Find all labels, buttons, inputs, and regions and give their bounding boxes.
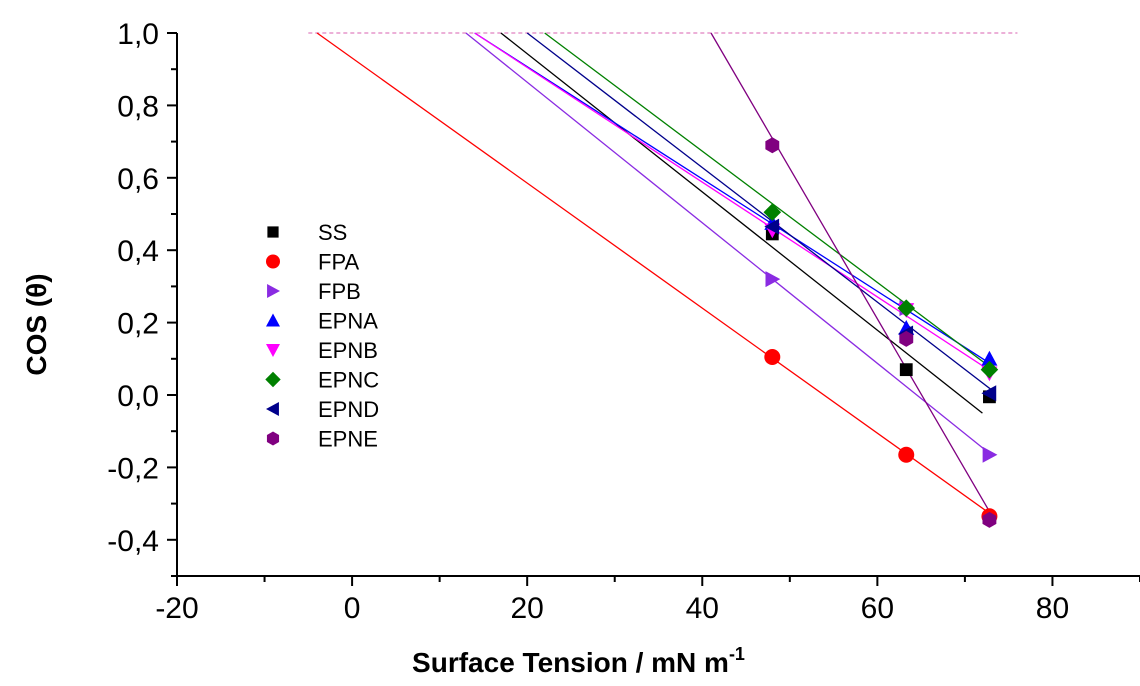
fit-line-epnb bbox=[474, 32, 992, 373]
point-fpb-2 bbox=[982, 446, 998, 463]
point-epne-0 bbox=[765, 137, 780, 154]
x-tick-label: 60 bbox=[861, 592, 894, 625]
y-axis-title: COS (θ) bbox=[21, 273, 52, 375]
legend-marker-epnd bbox=[266, 402, 279, 416]
legend-label-fpa: FPA bbox=[318, 250, 359, 275]
y-tick-label: -0,4 bbox=[107, 525, 159, 558]
legend-label-epnc: EPNC bbox=[318, 368, 379, 393]
fit-line-epnc bbox=[544, 32, 992, 369]
y-tick-label: 1,0 bbox=[117, 18, 159, 51]
y-axis-ticks: -0,4 -0,2 0,0 0,2 0,4 0,6 0,8 1,0 bbox=[107, 18, 177, 577]
y-tick-label: 0,8 bbox=[117, 90, 159, 123]
y-tick-label: 0,2 bbox=[117, 308, 159, 341]
y-tick-label: 0,6 bbox=[117, 163, 159, 196]
axes: -20 0 20 40 60 80 -0,4 -0,2 0,0 0,2 0,4 0,6 0,8 1,0 bbox=[107, 18, 1140, 625]
fit-line-epna bbox=[474, 32, 992, 365]
legend-label-ss: SS bbox=[318, 220, 347, 245]
legend-marker-epnc bbox=[265, 371, 281, 388]
legend-marker-fpb bbox=[267, 284, 280, 298]
legend-label-epne: EPNE bbox=[318, 427, 378, 452]
x-axis-title: Surface Tension / mN m-1 bbox=[412, 644, 745, 678]
y-tick-label: 0,4 bbox=[117, 235, 159, 268]
fit-line-fpa bbox=[316, 32, 992, 515]
legend-label-epnd: EPND bbox=[318, 397, 379, 422]
fit-line-fpb bbox=[465, 32, 992, 456]
x-tick-label: 0 bbox=[344, 592, 361, 625]
legend-marker-ss bbox=[267, 226, 279, 238]
x-axis-title-superscript: -1 bbox=[729, 644, 745, 664]
legend-label-epnb: EPNB bbox=[318, 338, 378, 363]
point-epnc-2 bbox=[980, 360, 999, 379]
fit-line-epnd bbox=[526, 32, 992, 391]
point-fpa-1 bbox=[898, 446, 915, 463]
x-tick-label: 40 bbox=[686, 592, 719, 625]
x-tick-label: -20 bbox=[155, 592, 198, 625]
legend: SS FPA FPB EPNA EPNB EPNC EPND EPNE bbox=[265, 220, 379, 452]
point-epne-2 bbox=[982, 511, 997, 528]
point-fpb-0 bbox=[765, 271, 781, 288]
x-axis-ticks: -20 0 20 40 60 80 bbox=[155, 576, 1140, 625]
fit-line-epne bbox=[710, 32, 992, 515]
plot-area bbox=[308, 32, 1018, 528]
point-epnd-0 bbox=[764, 218, 780, 235]
data-markers bbox=[763, 137, 999, 528]
x-tick-label: 20 bbox=[510, 592, 543, 625]
point-epnc-1 bbox=[897, 299, 916, 317]
point-ss-1 bbox=[899, 363, 913, 377]
y-tick-label: -0,2 bbox=[107, 452, 159, 485]
x-axis-title-text: Surface Tension / mN m bbox=[412, 647, 729, 678]
point-epnd-2 bbox=[981, 385, 997, 402]
legend-marker-epnb bbox=[266, 344, 280, 357]
legend-marker-epna bbox=[266, 313, 280, 327]
point-epna-2 bbox=[981, 350, 998, 366]
fit-lines bbox=[316, 32, 992, 515]
legend-marker-epne bbox=[266, 431, 280, 446]
point-fpa-0 bbox=[764, 348, 781, 365]
legend-label-fpb: FPB bbox=[318, 279, 361, 304]
y-tick-label: 0,0 bbox=[117, 380, 159, 413]
point-epne-1 bbox=[899, 330, 914, 347]
fit-line-ss bbox=[500, 32, 983, 414]
x-tick-label: 80 bbox=[1036, 592, 1069, 625]
legend-label-epna: EPNA bbox=[318, 309, 378, 334]
point-epnc-0 bbox=[763, 203, 782, 221]
legend-marker-fpa bbox=[266, 254, 280, 269]
